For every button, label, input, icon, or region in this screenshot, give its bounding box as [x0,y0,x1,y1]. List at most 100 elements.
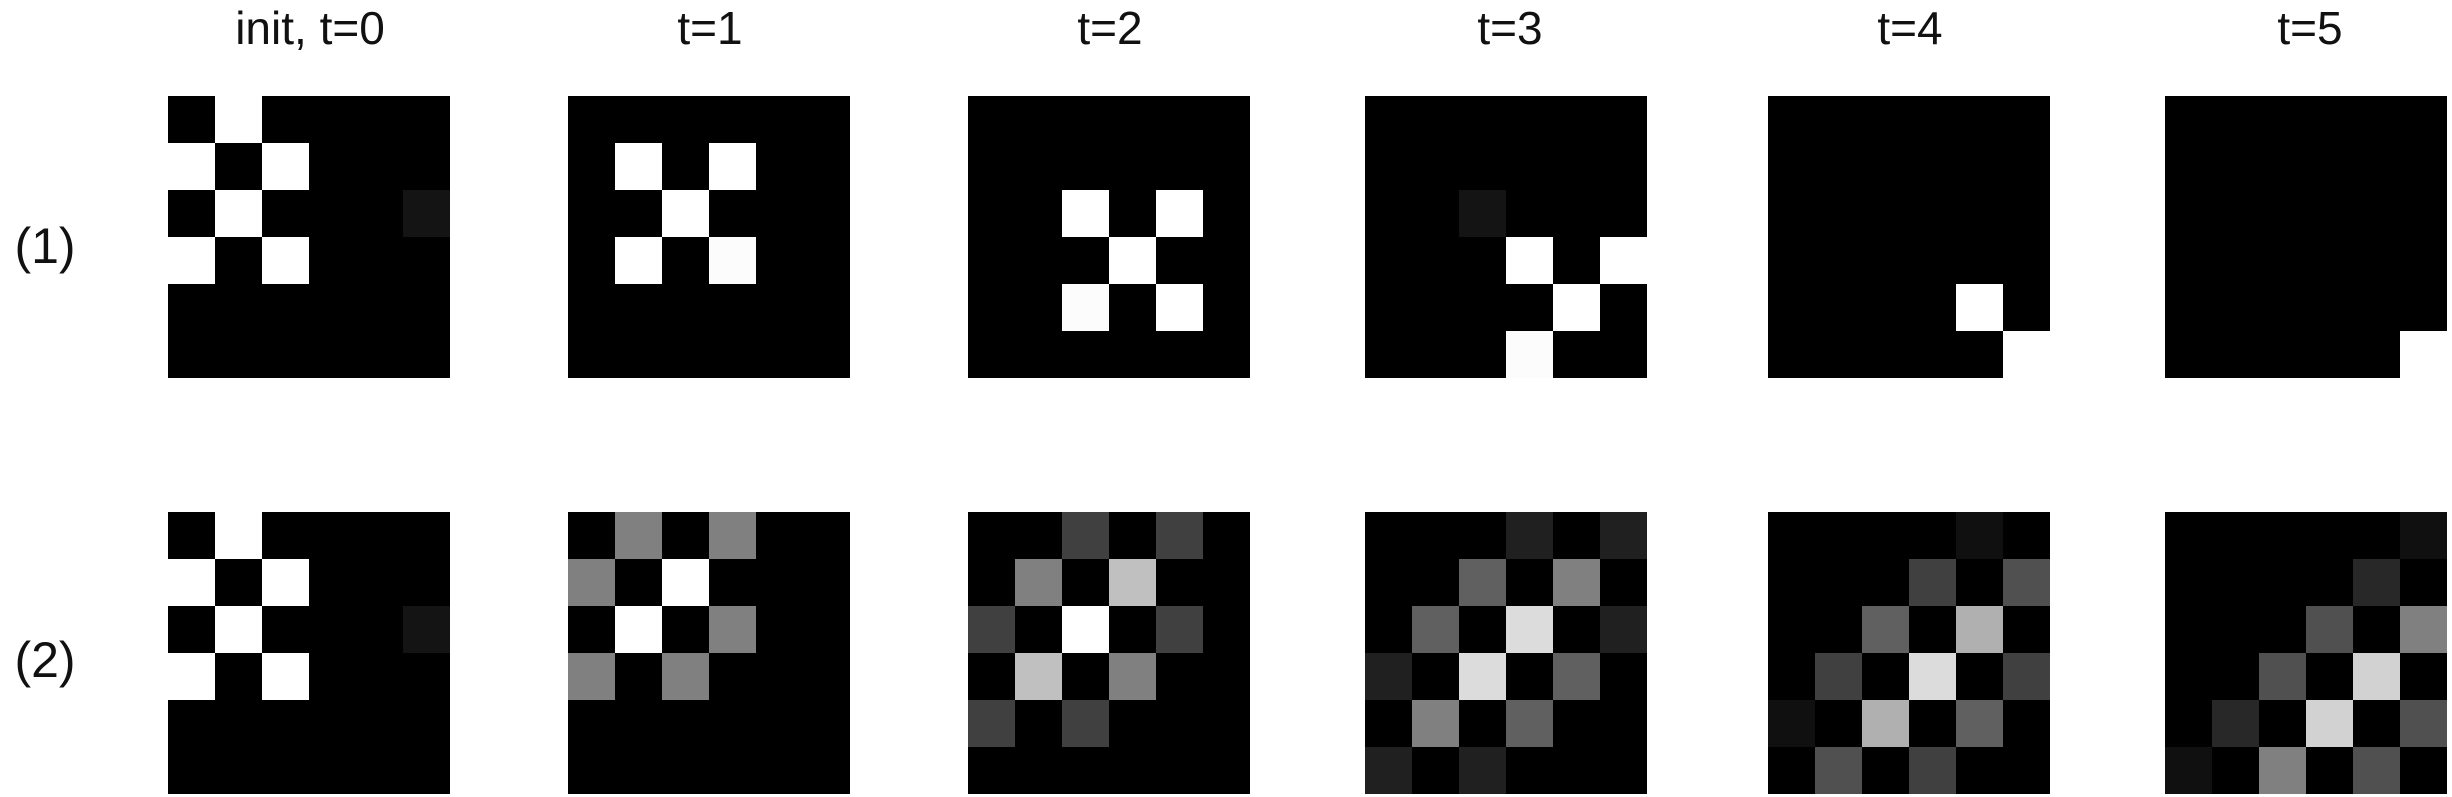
grid-cell [1506,190,1553,237]
grid-cell [1553,700,1600,747]
grid-cell [2259,284,2306,331]
grid-cell [215,653,262,700]
grid-cell [1203,512,1250,559]
grid-cell [1015,559,1062,606]
grid-cell [1412,143,1459,190]
grid-cell [1862,559,1909,606]
grid-cell [1459,237,1506,284]
grid-cell [2165,284,2212,331]
grid-cell [1062,143,1109,190]
grid-cell [403,747,450,794]
grid-cell [1365,143,1412,190]
grid-cell [1956,700,2003,747]
grid-cell [2259,96,2306,143]
grid-cell [309,190,356,237]
grid-cell [2212,96,2259,143]
grid-cell [262,512,309,559]
grid-cell [1553,96,1600,143]
grid-cell [1015,96,1062,143]
grid-cell [356,700,403,747]
grid-cell [1459,653,1506,700]
grid-cell [1412,284,1459,331]
grid-cell [1365,747,1412,794]
grid-cell [309,606,356,653]
grid-cell [215,284,262,331]
grid-cell [1365,284,1412,331]
grid-cell [803,512,850,559]
column-title-0: init, t=0 [235,2,385,54]
grid-cell [1459,96,1506,143]
grid-cell [1203,331,1250,378]
grid-cell [309,331,356,378]
grid-cell [2259,700,2306,747]
grid-cell [1862,747,1909,794]
grid-cell [2259,143,2306,190]
grid-cell [1156,284,1203,331]
grid-cell [2259,190,2306,237]
grid-cell [1909,747,1956,794]
grid-cell [1015,331,1062,378]
grid-cell [2003,284,2050,331]
grid-cell [2400,700,2447,747]
grid-cell [2212,700,2259,747]
grid-cell [2003,143,2050,190]
grid-cell [215,606,262,653]
grid-cell [2165,143,2212,190]
grid-cell [1600,237,1647,284]
grid-cell [968,143,1015,190]
grid-cell [709,237,756,284]
grid-cell [2306,284,2353,331]
grid-cell [2353,143,2400,190]
grid-cell [2212,559,2259,606]
grid-cell [1109,700,1156,747]
row-label-2: (2) [14,632,76,688]
grid-cell [662,606,709,653]
grid-cell [1956,190,2003,237]
grid-cell [709,700,756,747]
panel-row1-t3 [1365,96,1647,378]
grid-cell [1956,331,2003,378]
panel-row2-t4 [1768,512,2050,794]
grid-cell [262,700,309,747]
grid-cell [215,559,262,606]
grid-cell [756,512,803,559]
grid-cell [568,237,615,284]
grid-cell [356,747,403,794]
grid-cell [1909,284,1956,331]
grid-cell [1365,606,1412,653]
grid-cell [1862,96,1909,143]
grid-cell [2165,700,2212,747]
grid-cell [2306,747,2353,794]
grid-cell [662,747,709,794]
grid-cell [1203,653,1250,700]
grid-cell [1768,653,1815,700]
grid-cell [2003,559,2050,606]
grid-cell [1506,284,1553,331]
grid-cell [1412,96,1459,143]
grid-cell [1156,237,1203,284]
grid-cell [1600,512,1647,559]
grid-cell [1553,747,1600,794]
grid-cell [1956,143,2003,190]
grid-cell [1553,331,1600,378]
grid-cell [2353,606,2400,653]
grid-cell [662,512,709,559]
grid-cell [2400,331,2447,378]
grid-cell [1109,190,1156,237]
grid-cell [1109,512,1156,559]
grid-cell [2212,331,2259,378]
grid-cell [215,700,262,747]
grid-cell [1553,143,1600,190]
grid-cell [356,331,403,378]
column-title-2: t=2 [1077,2,1143,54]
grid-cell [1909,700,1956,747]
grid-cell [262,559,309,606]
grid-cell [1156,653,1203,700]
grid-cell [1553,606,1600,653]
grid-cell [2400,96,2447,143]
grid-cell [1815,606,1862,653]
grid-cell [356,559,403,606]
grid-cell [309,559,356,606]
grid-cell [403,559,450,606]
grid-cell [756,237,803,284]
